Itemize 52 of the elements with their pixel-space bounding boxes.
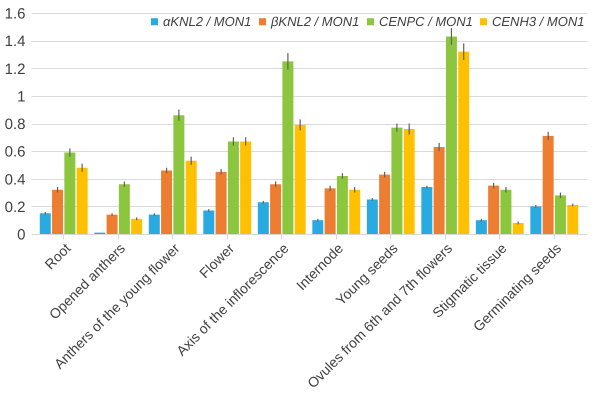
y-tick-label: 1.4 (4, 33, 26, 50)
bar (270, 184, 282, 234)
bar (173, 115, 184, 234)
bar (294, 124, 306, 234)
bar (282, 61, 294, 234)
bar (161, 170, 172, 234)
bar (228, 141, 239, 234)
bar (476, 220, 487, 234)
bar (52, 190, 64, 234)
y-tick-label: 1.2 (4, 60, 26, 78)
bar (148, 214, 160, 234)
bar (554, 195, 566, 234)
y-tick-label: 0.6 (4, 144, 26, 161)
bar (336, 176, 348, 234)
legend-label: CENPC / MON1 (379, 14, 473, 29)
bar (186, 160, 197, 234)
bar (512, 222, 524, 234)
y-tick-label: 0.4 (4, 171, 26, 188)
bar (391, 128, 402, 234)
bar (349, 190, 360, 234)
bar (500, 190, 512, 234)
bar (64, 152, 76, 234)
legend-label: βKNL2 / MON1 (270, 14, 360, 29)
bar (404, 129, 415, 234)
bar (216, 172, 227, 234)
bar (421, 187, 432, 234)
bar (379, 174, 390, 234)
y-tick-label: 1 (17, 88, 26, 106)
bar (530, 206, 542, 234)
y-tick-label: 0.2 (4, 198, 26, 216)
bar (76, 168, 88, 234)
bar (131, 218, 142, 234)
legend-label: αKNL2 / MON1 (163, 14, 252, 29)
bar (458, 52, 470, 234)
bar (324, 188, 336, 234)
legend-label: CENH3 / MON1 (492, 14, 584, 29)
bar (118, 184, 130, 234)
bar (567, 204, 578, 234)
bar (446, 36, 457, 234)
bar (542, 136, 554, 234)
bar (40, 213, 51, 234)
bar (106, 214, 118, 234)
bar (203, 210, 214, 234)
bar (258, 202, 269, 234)
bar (434, 146, 445, 234)
bar (488, 186, 500, 234)
y-tick-label: 0.8 (4, 116, 26, 133)
y-tick-label: 0 (17, 226, 26, 244)
y-tick-label: 1.6 (4, 6, 26, 22)
bar (366, 199, 378, 234)
bar (312, 220, 324, 234)
bar (240, 141, 252, 234)
